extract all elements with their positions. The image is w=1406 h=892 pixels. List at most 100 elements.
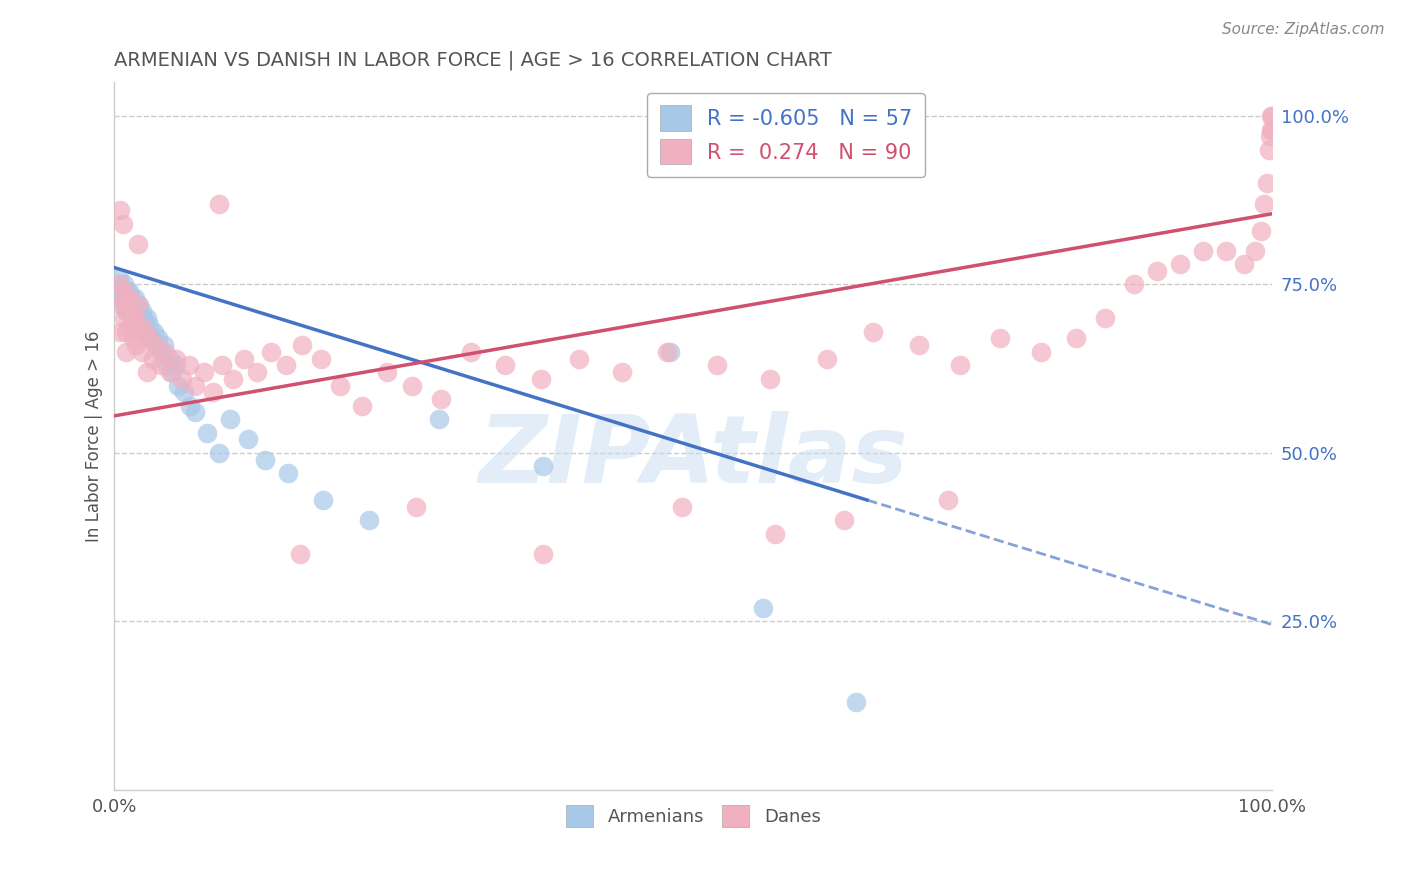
Point — [655, 344, 678, 359]
Point — [1261, 122, 1284, 136]
Point — [195, 425, 218, 440]
Point — [111, 217, 134, 231]
Point — [179, 399, 201, 413]
Point — [115, 284, 138, 298]
Point — [1192, 244, 1215, 258]
Point — [131, 304, 153, 318]
Point — [167, 378, 190, 392]
Point — [531, 547, 554, 561]
Point — [115, 304, 138, 318]
Point — [115, 304, 138, 318]
Point — [121, 304, 143, 318]
Point — [129, 318, 152, 332]
Point — [132, 311, 155, 326]
Point — [115, 344, 138, 359]
Point — [208, 446, 231, 460]
Point — [236, 433, 259, 447]
Point — [1244, 244, 1267, 258]
Point — [173, 385, 195, 400]
Point — [1258, 143, 1281, 157]
Legend: Armenians, Danes: Armenians, Danes — [560, 797, 828, 834]
Point — [110, 298, 132, 312]
Point — [117, 291, 139, 305]
Point — [1232, 257, 1254, 271]
Point — [1258, 129, 1281, 144]
Point — [260, 344, 283, 359]
Point — [277, 466, 299, 480]
Point — [115, 298, 138, 312]
Point — [135, 365, 157, 379]
Point — [128, 298, 150, 312]
Point — [253, 452, 276, 467]
Point — [949, 359, 972, 373]
Point — [121, 291, 143, 305]
Point — [155, 344, 177, 359]
Point — [145, 338, 167, 352]
Point — [124, 291, 146, 305]
Point — [1094, 311, 1116, 326]
Point — [1253, 196, 1275, 211]
Point — [120, 318, 142, 332]
Point — [124, 325, 146, 339]
Point — [752, 600, 775, 615]
Point — [112, 284, 135, 298]
Y-axis label: In Labor Force | Age > 16: In Labor Force | Age > 16 — [86, 330, 103, 541]
Point — [671, 500, 693, 514]
Point — [401, 378, 423, 392]
Point — [141, 331, 163, 345]
Point — [815, 351, 838, 366]
Point — [149, 359, 172, 373]
Point — [568, 351, 591, 366]
Point — [135, 311, 157, 326]
Point — [128, 318, 150, 332]
Point — [110, 284, 132, 298]
Point — [115, 325, 138, 339]
Point — [115, 291, 138, 305]
Point — [155, 359, 177, 373]
Point — [936, 493, 959, 508]
Point — [134, 325, 156, 339]
Point — [120, 304, 142, 318]
Point — [1261, 109, 1284, 123]
Point — [988, 331, 1011, 345]
Point — [1064, 331, 1087, 345]
Point — [117, 298, 139, 312]
Point — [118, 298, 141, 312]
Point — [127, 298, 149, 312]
Point — [531, 459, 554, 474]
Text: Source: ZipAtlas.com: Source: ZipAtlas.com — [1222, 22, 1385, 37]
Point — [221, 372, 243, 386]
Point — [862, 325, 884, 339]
Point — [125, 338, 148, 352]
Point — [127, 311, 149, 326]
Point — [845, 695, 868, 709]
Point — [1168, 257, 1191, 271]
Point — [165, 351, 187, 366]
Point — [274, 359, 297, 373]
Point — [706, 359, 728, 373]
Point — [309, 351, 332, 366]
Point — [359, 513, 381, 527]
Point — [138, 318, 160, 332]
Point — [659, 344, 682, 359]
Point — [201, 385, 224, 400]
Text: ARMENIAN VS DANISH IN LABOR FORCE | AGE > 16 CORRELATION CHART: ARMENIAN VS DANISH IN LABOR FORCE | AGE … — [114, 51, 832, 70]
Point — [246, 365, 269, 379]
Point — [153, 338, 176, 352]
Point — [108, 203, 131, 218]
Point — [329, 378, 352, 392]
Point — [184, 405, 207, 419]
Point — [159, 351, 181, 366]
Point — [108, 325, 131, 339]
Point — [142, 325, 165, 339]
Point — [219, 412, 242, 426]
Point — [162, 365, 184, 379]
Point — [138, 331, 160, 345]
Point — [832, 513, 855, 527]
Point — [108, 277, 131, 292]
Point — [494, 359, 516, 373]
Point — [128, 311, 150, 326]
Text: ZIPAtlas: ZIPAtlas — [478, 411, 908, 503]
Point — [111, 291, 134, 305]
Point — [108, 270, 131, 285]
